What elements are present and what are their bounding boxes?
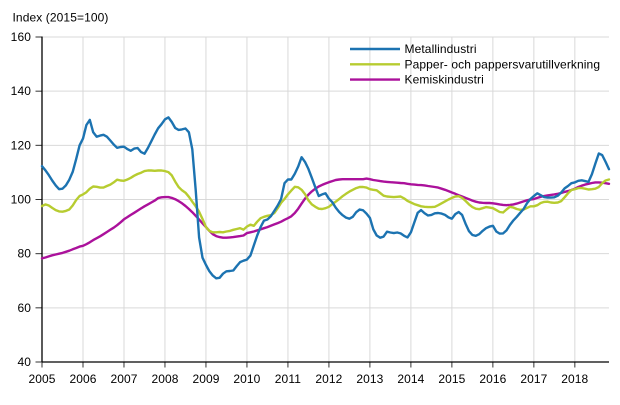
svg-text:60: 60: [17, 301, 31, 315]
svg-text:2009: 2009: [192, 372, 219, 386]
svg-text:Index (2015=100): Index (2015=100): [13, 11, 109, 25]
svg-text:2015: 2015: [438, 372, 465, 386]
svg-text:2016: 2016: [479, 372, 506, 386]
svg-text:2014: 2014: [397, 372, 424, 386]
svg-text:2011: 2011: [275, 372, 301, 386]
svg-text:2018: 2018: [561, 372, 588, 386]
svg-text:2012: 2012: [315, 372, 342, 386]
svg-text:160: 160: [11, 30, 32, 44]
svg-text:2006: 2006: [69, 372, 96, 386]
svg-text:100: 100: [11, 193, 32, 207]
svg-text:2007: 2007: [110, 372, 137, 386]
svg-text:2008: 2008: [151, 372, 178, 386]
svg-text:2010: 2010: [233, 372, 260, 386]
svg-text:2005: 2005: [28, 372, 55, 386]
svg-text:40: 40: [17, 355, 31, 369]
svg-text:2017: 2017: [520, 372, 547, 386]
svg-text:120: 120: [11, 138, 32, 152]
svg-text:2013: 2013: [356, 372, 383, 386]
svg-text:Kemiskindustri: Kemiskindustri: [405, 73, 484, 87]
svg-text:Metallindustri: Metallindustri: [405, 42, 477, 56]
svg-text:Papper- och pappersvarutillver: Papper- och pappersvarutillverkning: [405, 57, 601, 71]
svg-text:80: 80: [17, 247, 31, 261]
svg-text:140: 140: [11, 84, 32, 98]
